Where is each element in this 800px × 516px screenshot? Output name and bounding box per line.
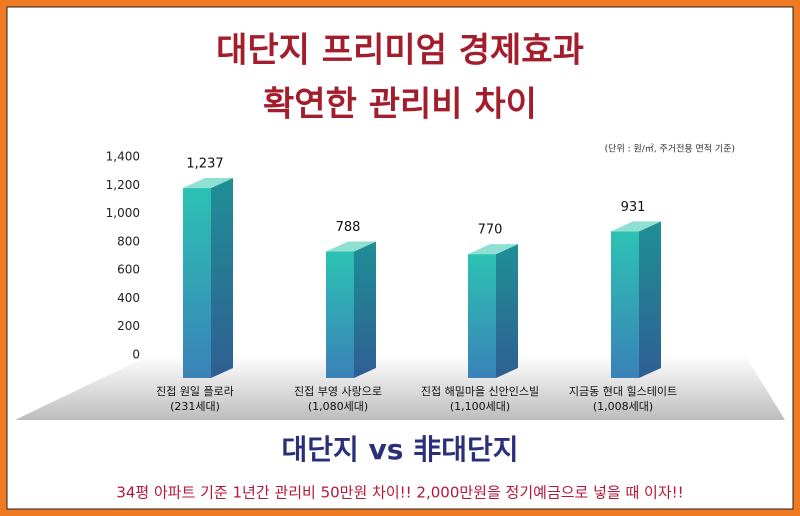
y-tick-label: 1,000 <box>106 206 140 220</box>
y-tick-label: 0 <box>132 348 140 362</box>
bar-side <box>496 244 518 378</box>
x-tick-label: 지금동 현대 힐스테이트 <box>569 385 677 398</box>
bar-top <box>468 244 518 255</box>
bar-front <box>468 254 496 378</box>
y-tick-label: 1,400 <box>106 150 140 164</box>
value-label: 931 <box>621 200 646 215</box>
x-tick-note: (1,080세대) <box>308 400 368 413</box>
bar-top <box>326 241 376 252</box>
x-tick-label: 진접 원일 플로라 <box>156 384 234 398</box>
x-tick-note: (231세대) <box>170 400 220 413</box>
bar-front <box>326 251 354 378</box>
bar-side <box>639 221 661 378</box>
bar <box>611 221 661 378</box>
title-line: 확연한 관리비 차이 <box>263 85 537 125</box>
title-line: 대단지 프리미엄 경제효과 <box>216 31 584 71</box>
unit-note: (단위 : 원/㎡, 주거전용 면적 기준) <box>605 143 735 155</box>
bar-top <box>611 221 661 232</box>
y-tick-label: 200 <box>117 319 140 333</box>
value-label: 788 <box>336 220 361 235</box>
footnote: 34평 아파트 기준 1년간 관리비 50만원 차이!! 2,000만원을 정기… <box>116 484 683 502</box>
x-tick-note: (1,008세대) <box>593 400 653 413</box>
value-label: 1,237 <box>186 157 223 172</box>
bar-side <box>211 178 233 378</box>
x-tick-label: 진접 부영 사랑으로 <box>294 385 382 398</box>
value-label: 770 <box>478 223 503 238</box>
headline: 대단지 vs 非대단지 <box>282 433 519 466</box>
bar <box>183 178 233 378</box>
bar-top <box>183 178 233 189</box>
y-tick-label: 1,200 <box>106 178 140 192</box>
y-tick-label: 600 <box>117 263 140 277</box>
x-tick-note: (1,100세대) <box>450 400 510 413</box>
bar <box>468 244 518 378</box>
y-tick-label: 400 <box>117 291 140 305</box>
panel <box>6 6 794 510</box>
bar-side <box>354 241 376 378</box>
x-tick-label: 진접 해밀마을 신안인스빌 <box>421 384 539 398</box>
y-tick-label: 800 <box>117 234 140 248</box>
bar <box>326 241 376 378</box>
bar-front <box>183 188 211 378</box>
bar-front <box>611 231 639 378</box>
